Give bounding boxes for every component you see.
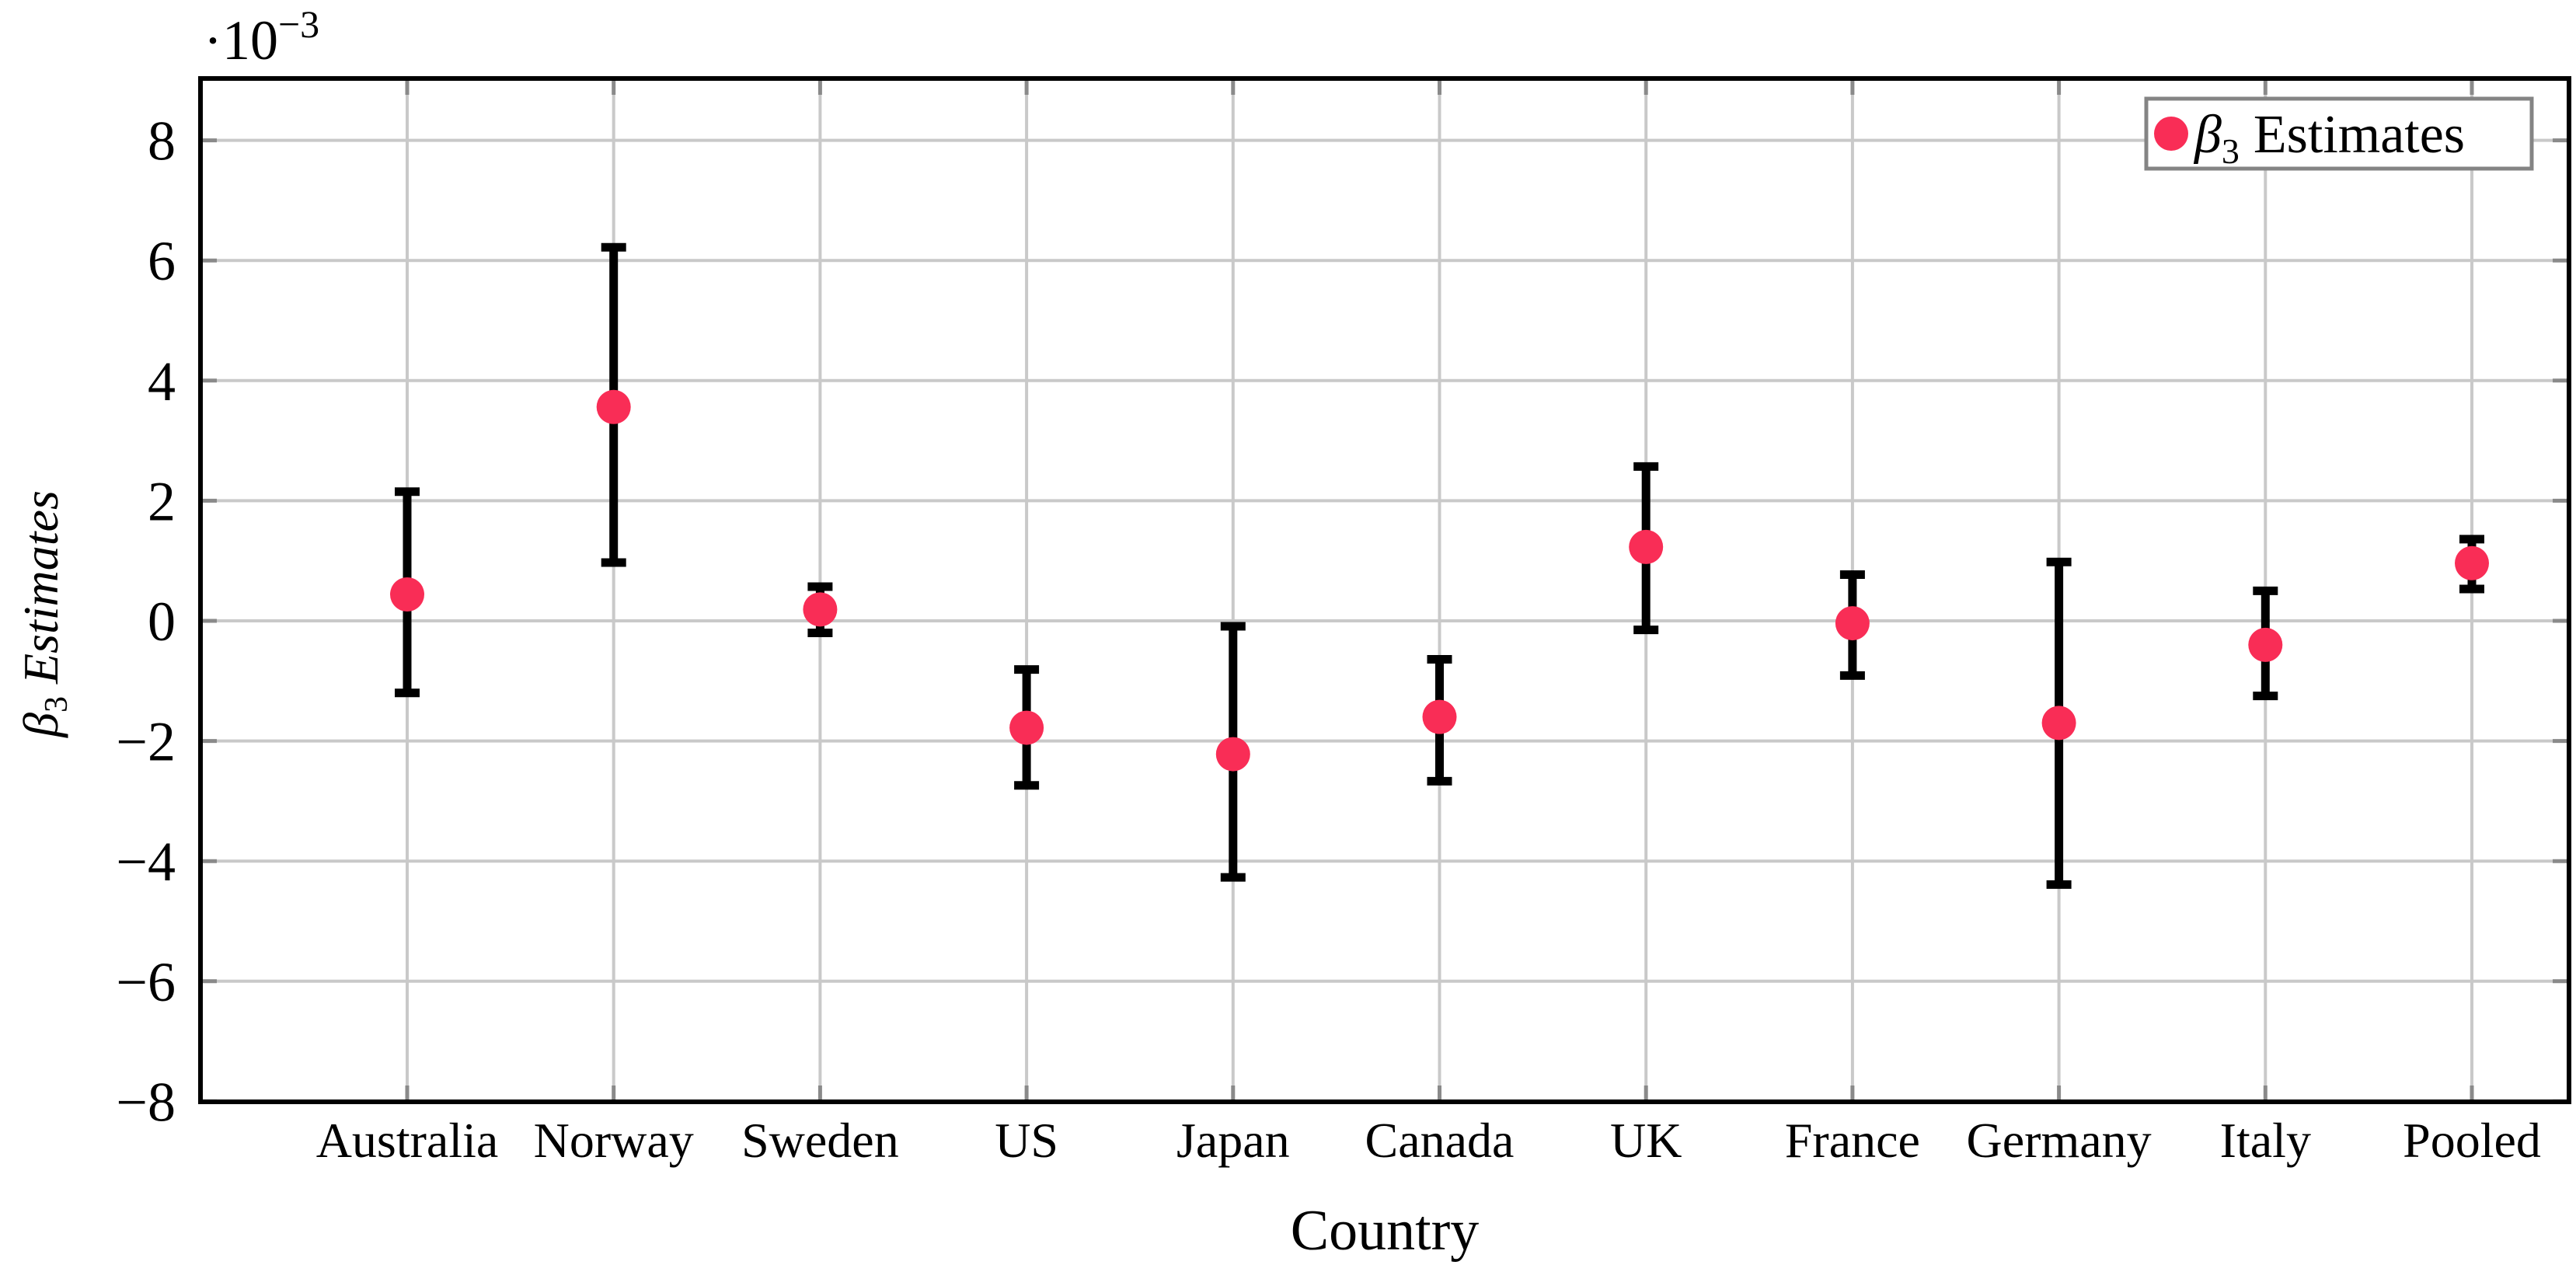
x-tick-label: France	[1785, 1113, 1920, 1168]
y-tick-label: 6	[148, 230, 176, 292]
legend-box	[2144, 96, 2534, 171]
y-axis-label: β3Estimates	[13, 490, 75, 739]
data-point-germany	[2041, 706, 2076, 741]
y-tick-label: 8	[148, 110, 176, 172]
x-tick-label: Sweden	[741, 1113, 899, 1168]
data-point-pooled	[2455, 545, 2489, 580]
y-tick-label: 0	[148, 591, 176, 653]
legend-marker-icon	[2154, 117, 2188, 151]
y-tick-label: 2	[148, 470, 176, 532]
x-tick-label: Australia	[316, 1113, 499, 1168]
data-point-uk	[1629, 529, 1664, 564]
plot-border	[198, 76, 2571, 1104]
x-tick-label: Japan	[1176, 1113, 1290, 1168]
data-series	[390, 242, 2489, 889]
data-point-france	[1835, 606, 1870, 641]
x-tick-label: Italy	[2220, 1113, 2311, 1168]
data-point-sweden	[803, 592, 838, 627]
x-tick-label: Germany	[1967, 1113, 2152, 1168]
x-tick-label: Canada	[1365, 1113, 1515, 1168]
axis-ticks	[203, 81, 2567, 1103]
y-tick-label: −6	[116, 951, 176, 1013]
x-tick-label: Norway	[534, 1113, 694, 1168]
y-axis-multiplier: ·10−3	[204, 2, 319, 71]
data-point-us	[1009, 710, 1044, 745]
x-tick-label: UK	[1610, 1113, 1682, 1168]
data-point-norway	[596, 389, 631, 424]
legend-label: β3 Estimates	[2193, 105, 2465, 171]
y-tick-label: −4	[116, 831, 176, 893]
data-point-australia	[390, 577, 424, 612]
y-tick-label: −2	[116, 711, 176, 773]
x-axis-label: Country	[1291, 1199, 1480, 1263]
tick-labels: −8 −6 −4 −2 0 2 4 6 8 Australia Norway Sweden US Japa…	[116, 110, 2541, 1168]
data-point-japan	[1215, 737, 1250, 772]
x-tick-label: Pooled	[2403, 1113, 2541, 1168]
y-tick-label: −8	[116, 1071, 176, 1133]
data-point-canada	[1422, 699, 1457, 734]
legend: β3 Estimates	[2144, 96, 2534, 171]
data-point-italy	[2248, 627, 2283, 662]
x-tick-label: US	[995, 1113, 1058, 1168]
y-tick-label: 4	[148, 350, 176, 413]
gridlines	[200, 78, 2569, 1103]
